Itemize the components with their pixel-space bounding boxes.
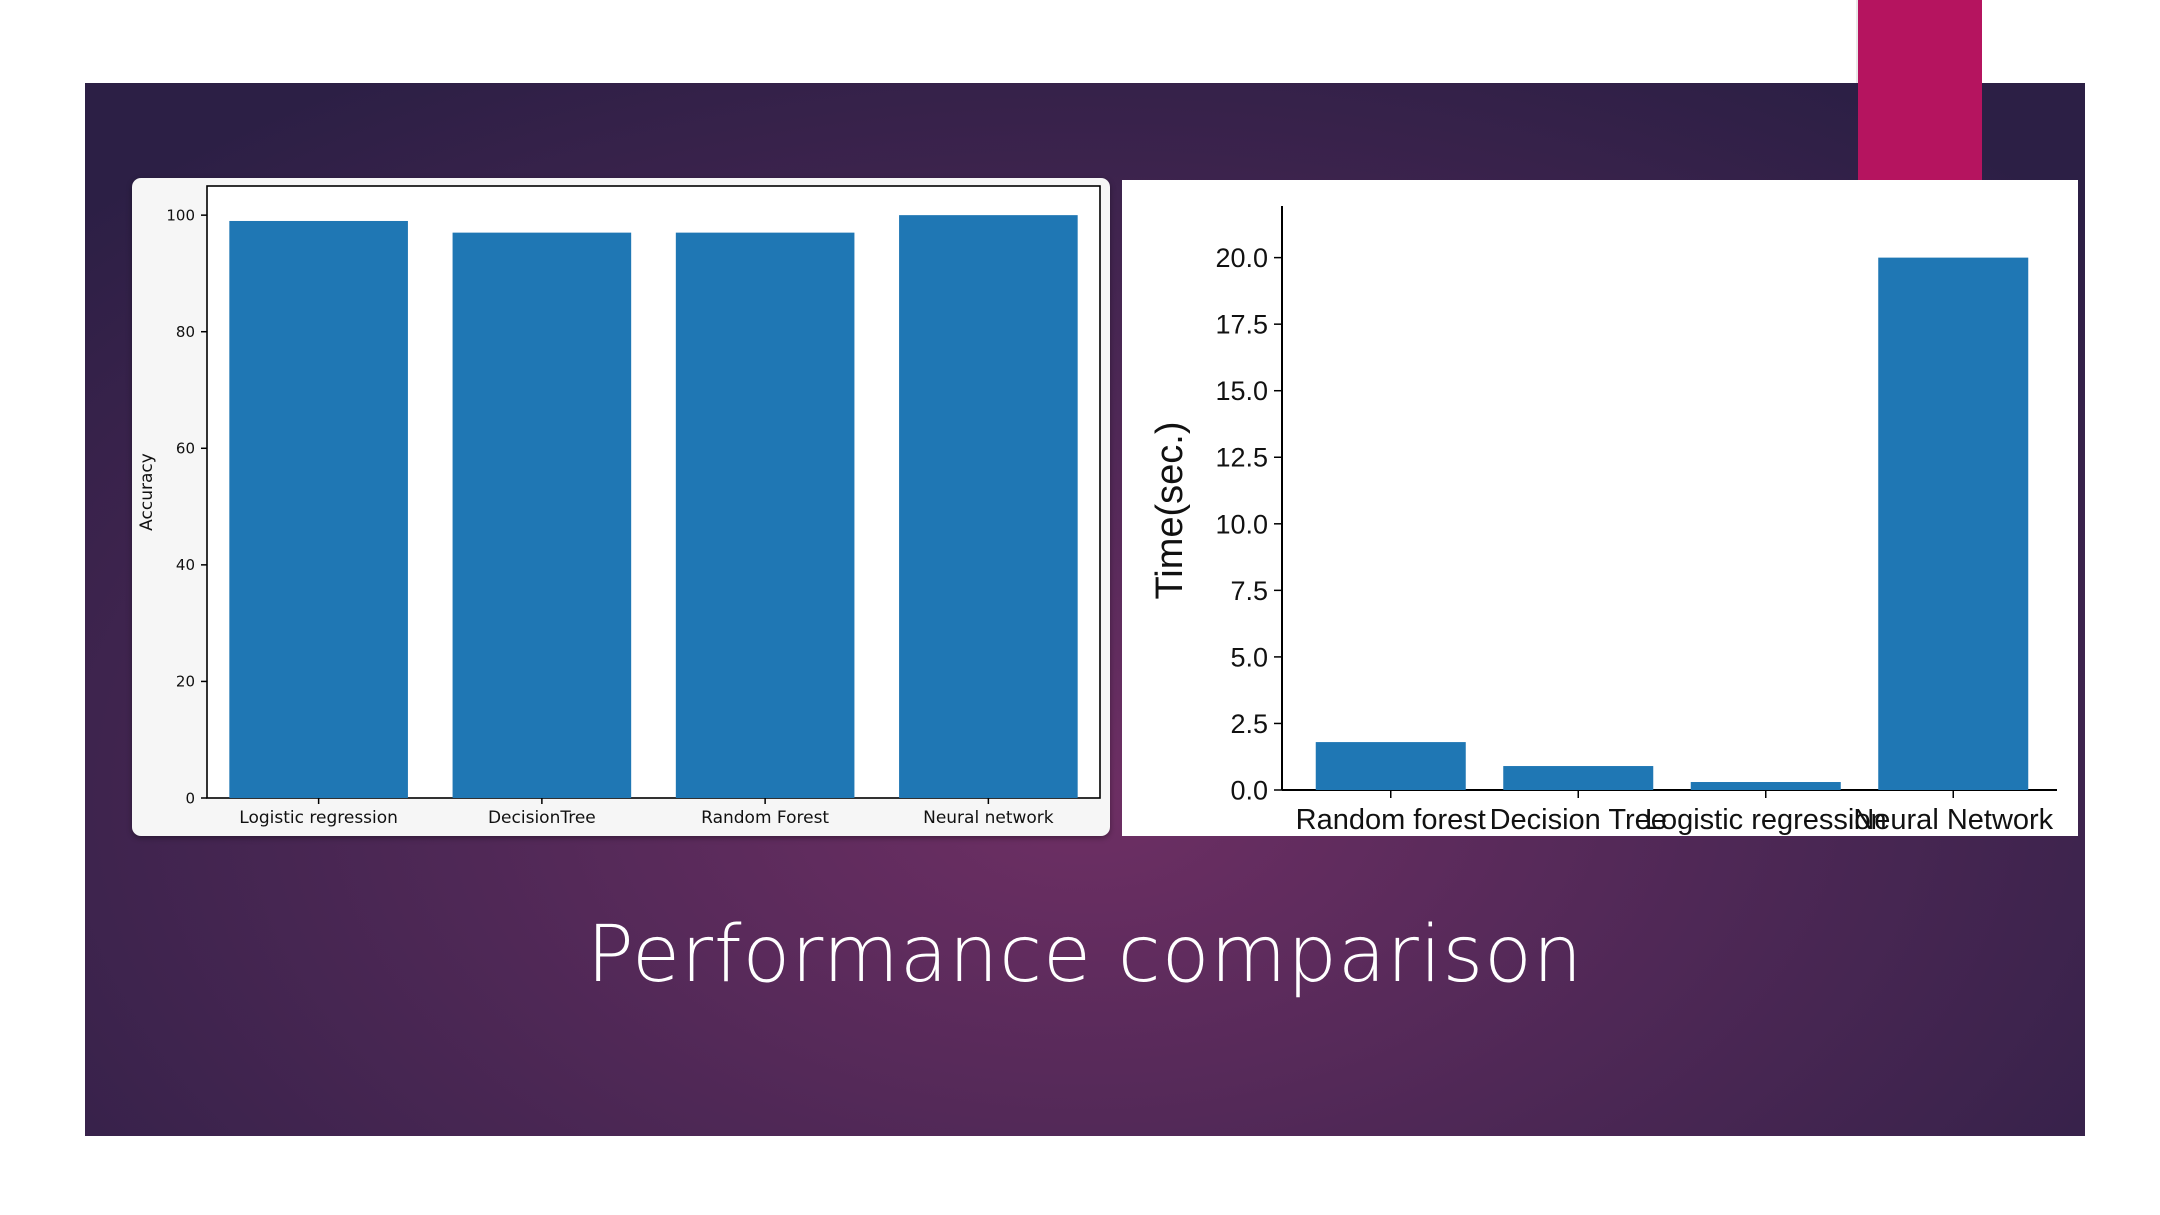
y-tick-label: 5.0 bbox=[1230, 642, 1268, 672]
y-tick-label: 0.0 bbox=[1230, 775, 1268, 805]
time-bar-chart: 0.0 2.5 5.0 7.5 10.0 12.5 15.0 17.5 20.0 Random f… bbox=[1149, 206, 2057, 836]
accuracy-bar-chart: 0 20 40 60 80 100 Logistic regression DecisionT… bbox=[137, 185, 1101, 828]
x-tick-label: Logistic regression bbox=[239, 808, 398, 828]
bar-random-forest bbox=[1315, 742, 1466, 790]
x-tick-label: Decision Tree bbox=[1490, 804, 1667, 836]
x-tick-label: Neural network bbox=[923, 808, 1054, 828]
y-tick-label: 20 bbox=[176, 673, 195, 691]
x-tick-label: Logistic regression bbox=[1645, 804, 1887, 836]
bar-decisiontree bbox=[452, 232, 632, 799]
accuracy-chart-card: 0 20 40 60 80 100 Logistic regression DecisionT… bbox=[132, 178, 1110, 836]
y-tick-label: 12.5 bbox=[1215, 443, 1268, 473]
y-tick-label: 10.0 bbox=[1215, 509, 1268, 539]
accent-bar bbox=[1858, 0, 1982, 180]
y-axis-label: Time(sec.) bbox=[1149, 421, 1191, 599]
x-tick-label: DecisionTree bbox=[488, 808, 596, 828]
bar-decision-tree bbox=[1503, 766, 1654, 790]
slide-title: Performance comparison bbox=[586, 910, 1584, 1000]
bar-neural-network bbox=[899, 215, 1078, 799]
bar-logistic-regression bbox=[1690, 782, 1841, 790]
y-tick-label: 15.0 bbox=[1215, 376, 1268, 406]
accent-bar-edge bbox=[1856, 0, 1858, 83]
y-tick-label: 40 bbox=[176, 556, 195, 574]
y-tick-label: 80 bbox=[176, 323, 195, 341]
bar-neural-network bbox=[1878, 257, 2029, 791]
y-tick-label: 0 bbox=[185, 789, 195, 807]
x-tick-label: Random Forest bbox=[701, 808, 829, 828]
y-tick-label: 7.5 bbox=[1230, 576, 1268, 606]
bar-random-forest bbox=[675, 232, 855, 799]
y-tick-label: 2.5 bbox=[1230, 709, 1268, 739]
y-tick-label: 60 bbox=[176, 440, 195, 458]
y-tick-label: 20.0 bbox=[1215, 243, 1268, 273]
x-tick-label: Neural Network bbox=[1853, 804, 2053, 836]
time-chart-card: 0.0 2.5 5.0 7.5 10.0 12.5 15.0 17.5 20.0 Random f… bbox=[1122, 180, 2078, 836]
bar-logistic-regression bbox=[229, 220, 408, 798]
y-tick-label: 100 bbox=[166, 206, 195, 224]
y-tick-label: 17.5 bbox=[1215, 310, 1268, 340]
x-tick-label: Random forest bbox=[1296, 804, 1486, 836]
y-axis-label: Accuracy bbox=[137, 453, 157, 531]
